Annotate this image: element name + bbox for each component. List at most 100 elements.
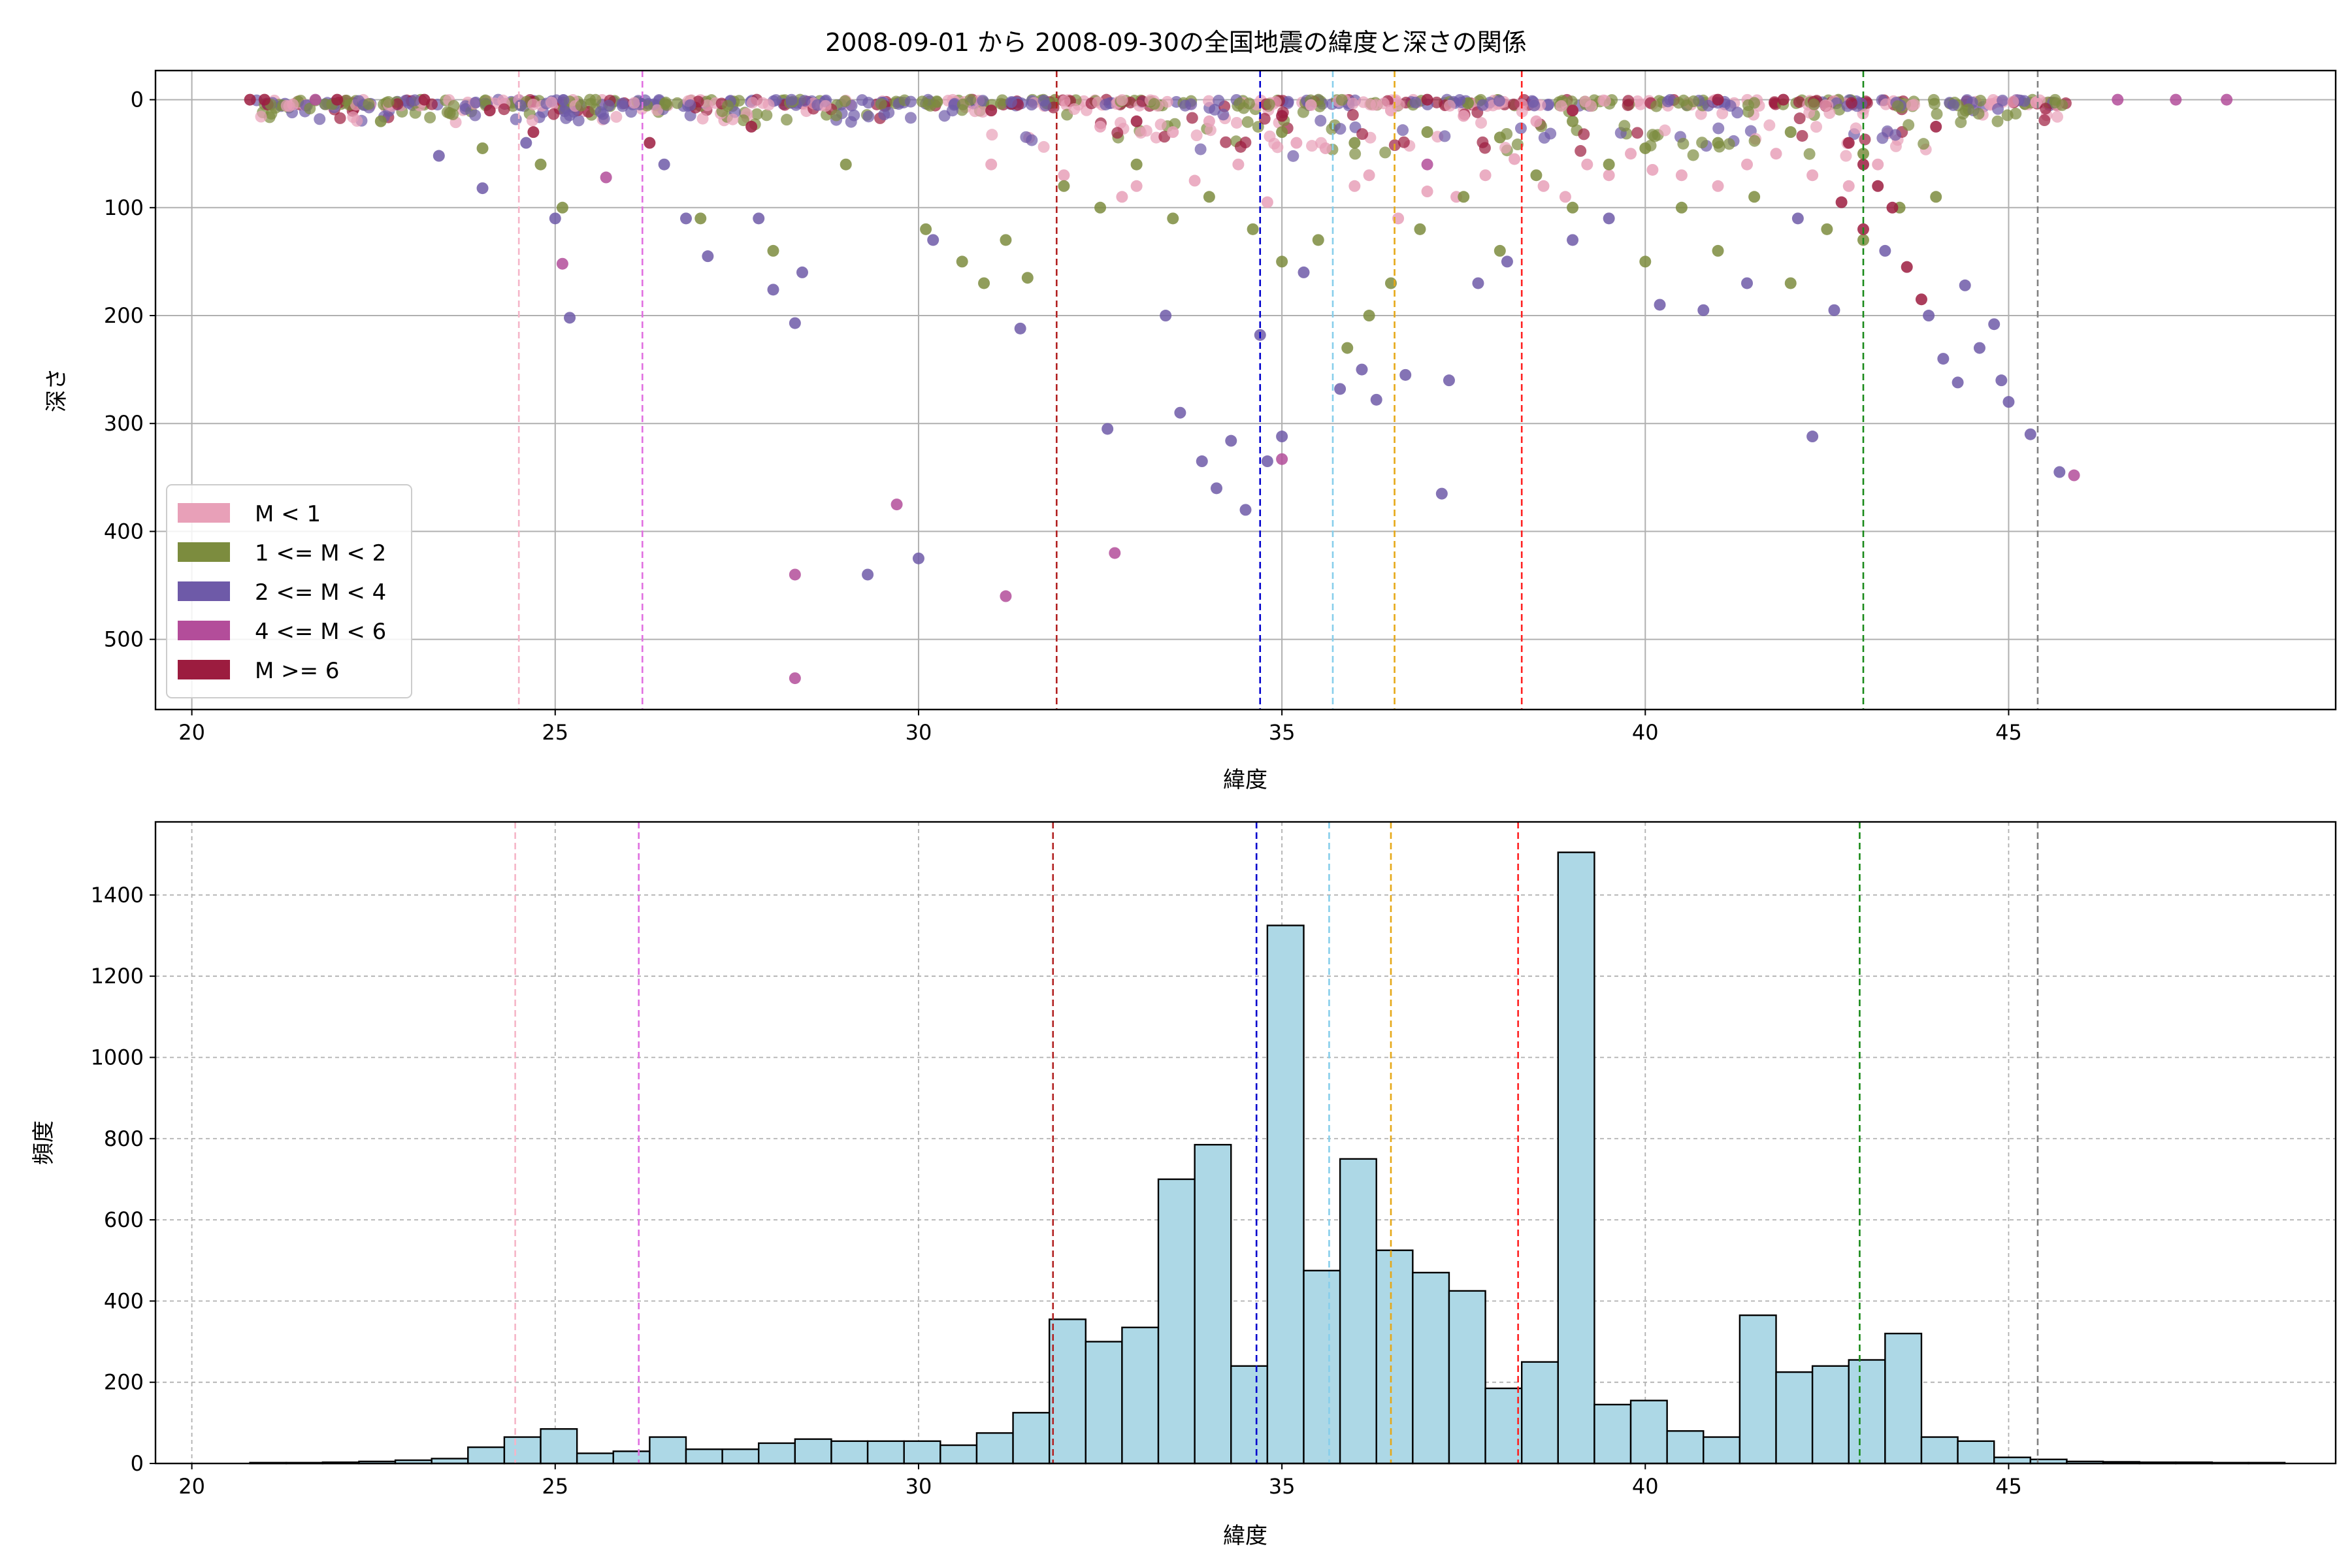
scatter-band-point — [1997, 94, 2009, 106]
scatter-band-point — [651, 104, 663, 116]
scatter-band-point — [1239, 137, 1252, 149]
scatter-band-point — [1203, 95, 1215, 107]
histogram-x-axis-label: 緯度 — [1223, 1523, 1267, 1549]
histogram-bar — [975, 1432, 1014, 1465]
scatter-point — [556, 201, 568, 214]
scatter-point — [1791, 212, 1804, 225]
histogram-bar — [866, 1440, 905, 1465]
scatter-band-point — [560, 112, 572, 124]
scatter-point — [1777, 93, 1789, 106]
scatter-band-point — [1116, 94, 1128, 106]
histogram-bar — [1121, 1326, 1160, 1465]
scatter-point — [2068, 469, 2080, 482]
scatter-point — [753, 212, 765, 225]
scatter-band-point — [1618, 120, 1631, 132]
scatter-band-point — [904, 112, 917, 124]
scatter-band-point — [727, 113, 739, 125]
legend-swatch — [178, 621, 230, 640]
legend-swatch — [178, 503, 230, 523]
scatter-point — [1472, 277, 1484, 289]
scatter-x-tick-label: 35 — [1269, 720, 1296, 745]
scatter-point — [767, 244, 779, 257]
histogram-bars — [249, 851, 2286, 1465]
scatter-point — [1458, 191, 1470, 203]
scatter-band-point — [1148, 98, 1160, 110]
histogram-bar — [1266, 924, 1305, 1465]
scatter-band-point — [781, 114, 793, 126]
scatter-band-point — [557, 94, 570, 106]
histogram-bar — [1520, 1361, 1560, 1465]
scatter-point — [1479, 169, 1492, 182]
scatter-band-point — [1379, 146, 1392, 159]
scatter-point — [1188, 174, 1201, 187]
scatter-point — [1872, 180, 1884, 192]
scatter-point — [1973, 342, 1985, 354]
scatter-band-point — [875, 98, 887, 110]
scatter-band-point — [1845, 97, 1857, 109]
scatter-point — [1835, 196, 1848, 208]
scatter-band-point — [1271, 141, 1284, 154]
scatter-band-point — [1880, 98, 1892, 110]
scatter-point — [1109, 547, 1121, 559]
scatter-point — [1094, 120, 1107, 133]
scatter-y-tick-label: 100 — [104, 195, 144, 220]
scatter-point — [1923, 310, 1935, 322]
scatter-band-point — [1194, 143, 1207, 155]
scatter-band-point — [510, 113, 522, 125]
scatter-point — [2221, 93, 2233, 106]
scatter-band-point — [1493, 95, 1505, 107]
legend-swatch — [178, 542, 230, 562]
scatter-band-point — [1928, 97, 1940, 110]
scatter-band-point — [1039, 99, 1052, 112]
scatter-band-point — [1906, 99, 1918, 112]
histogram-bar — [1048, 1318, 1086, 1465]
scatter-point — [1537, 180, 1550, 192]
histogram-x-tick-label: 20 — [178, 1474, 205, 1499]
scatter-band-point — [1258, 112, 1271, 125]
histogram-bar — [1884, 1332, 1923, 1465]
scatter-point — [1567, 115, 1579, 127]
scatter-band-point — [1819, 99, 1831, 112]
scatter-point — [1842, 137, 1855, 149]
scatter-band-point — [1263, 98, 1275, 110]
scatter-point — [1603, 158, 1615, 171]
scatter-band-point — [684, 99, 696, 111]
scatter-band-point — [977, 95, 989, 107]
scatter-band-point — [2049, 93, 2061, 106]
scatter-point — [1697, 304, 1710, 316]
scatter-band-point — [1803, 148, 1816, 160]
scatter-band-point — [819, 100, 832, 112]
scatter-point — [1058, 180, 1070, 192]
scatter-band-point — [1349, 148, 1362, 160]
scatter-band-point — [1931, 108, 1943, 120]
histogram-bar — [540, 1428, 578, 1465]
scatter-y-axis-label: 深さ — [44, 368, 70, 412]
scatter-point — [244, 93, 256, 106]
scatter-band-point — [1190, 129, 1203, 142]
scatter-point — [912, 552, 924, 564]
legend-label: M >= 6 — [255, 658, 340, 684]
scatter-band-point — [1599, 95, 1611, 107]
histogram-bar — [1412, 1271, 1450, 1465]
histogram-bar — [612, 1450, 651, 1465]
scatter-point — [1421, 186, 1433, 198]
scatter-point — [1196, 455, 1208, 468]
scatter-band-point — [1315, 114, 1327, 127]
scatter-point — [1421, 93, 1433, 106]
histogram-y-tick-label: 600 — [104, 1207, 144, 1232]
scatter-band-point — [1769, 97, 1781, 109]
scatter-point — [1639, 142, 1652, 154]
scatter-band-point — [1763, 119, 1776, 131]
scatter-point — [1821, 223, 1833, 235]
scatter-band-point — [696, 112, 709, 125]
scatter-point — [1567, 201, 1579, 214]
scatter-band-point — [1677, 137, 1690, 150]
scatter-point — [1509, 153, 1521, 165]
scatter-point — [476, 182, 489, 195]
scatter-band-point — [639, 94, 651, 106]
scatter-band-point — [1264, 130, 1276, 142]
histogram-bar — [1848, 1359, 1886, 1465]
scatter-y-tick-label: 0 — [131, 88, 144, 112]
scatter-band-point — [760, 109, 773, 122]
histogram-bar — [758, 1442, 796, 1465]
